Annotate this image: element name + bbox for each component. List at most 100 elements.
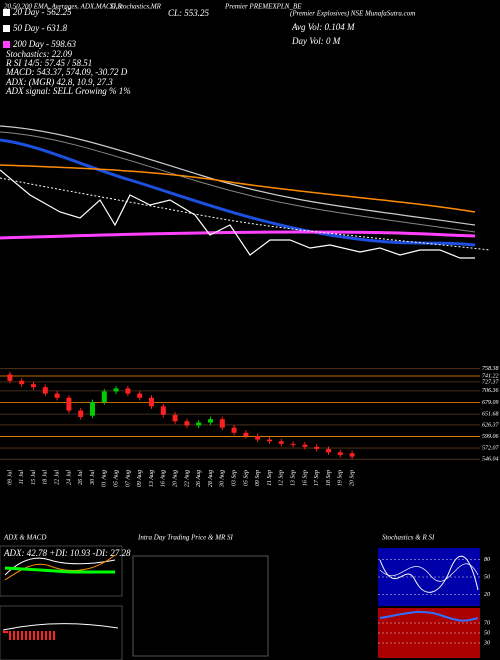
y-tick-label: 706.36 (482, 388, 499, 394)
candle-body (184, 421, 190, 426)
avg-vol: Avg Vol: 0.104 M (291, 22, 355, 32)
legend-swatch (3, 41, 10, 48)
adx-title: ADX & MACD (3, 534, 46, 542)
y-tick-label: 546.04 (482, 456, 499, 463)
candle-body (19, 380, 25, 385)
x-tick-label: 15 Jul (31, 470, 37, 485)
x-tick-label: 13 Aug (149, 470, 155, 487)
candle-body (302, 444, 308, 447)
candle-body (196, 422, 202, 426)
x-tick-label: 03 Sep (231, 470, 237, 486)
y-tick-label: 758.38 (482, 366, 499, 372)
candle-body (78, 410, 84, 417)
candle-body (219, 419, 225, 428)
legend-adx-signal: ADX signal: SELL Growing % 1% (5, 86, 131, 96)
x-tick-label: 05 Sep (243, 470, 249, 486)
candle-body (326, 448, 331, 453)
candle-body (42, 387, 48, 394)
y-tick-label: 70 (484, 620, 490, 626)
legend-macd: MACD: 543.37, 574.09, -30.72 D (5, 67, 128, 77)
intraday-panel (132, 555, 269, 657)
x-tick-label: 11 Sep (267, 470, 273, 486)
candle-body (160, 406, 166, 415)
x-tick-label: 18 Sep (326, 470, 332, 486)
legend-stochastics: Stochastics: 22.09 (6, 49, 72, 59)
stoch-title: Stochastics & R SI (382, 534, 435, 542)
x-tick-label: 07 Aug (125, 470, 131, 487)
legend-ema50: 50 Day - 631.8 (13, 23, 67, 33)
candle-body (172, 414, 178, 422)
candle-body (54, 393, 60, 398)
x-tick-label: 01 Aug (102, 470, 108, 487)
intraday-title: Intra Day Trading Price & MR SI (137, 534, 234, 542)
y-tick-label: 741.22 (482, 372, 499, 379)
header-site: (Premier Explosives) NSE MunafaSutra.com (290, 10, 415, 18)
legend-swatch (3, 9, 10, 16)
ema-line (0, 164, 476, 213)
candle-body (149, 397, 154, 407)
candle-body (337, 452, 343, 455)
header-indicators: 20,50,200 EMA, Averages, ADX,MACD,R (4, 3, 122, 11)
x-tick-label: 30 Jul (90, 470, 96, 486)
ema-line (0, 131, 476, 233)
x-tick-label: 17 Sep (314, 470, 320, 486)
adx-line (4, 554, 116, 581)
ema-line (0, 230, 476, 240)
adx-line (4, 557, 116, 576)
y-tick-label: 50 (484, 574, 490, 580)
adx-values: ADX: 42.78 +DI: 10.93 -DI: 27.28 (3, 548, 131, 558)
candle-body (90, 402, 95, 416)
x-tick-label: 18 Jul (43, 470, 49, 485)
y-tick-label: 80 (484, 557, 490, 563)
header-oscillators: SI,Stochastics,MR (110, 3, 162, 11)
stoch-line (379, 555, 479, 593)
candle-body (349, 453, 355, 457)
candle-body (101, 391, 107, 403)
x-tick-label: 11 Jul (19, 470, 25, 485)
candle-body (267, 439, 272, 442)
x-tick-label: 22 Aug (184, 470, 190, 487)
legend-adx: ADX: (MGR) 42.8, 10.9, 27.3 (5, 77, 113, 87)
candle-body (66, 397, 72, 411)
ema-line (0, 125, 476, 226)
x-tick-label: 09 Aug (137, 470, 143, 487)
macd-panel (0, 605, 123, 660)
x-tick-label: 16 Aug (161, 470, 167, 487)
candle-body (314, 446, 320, 449)
y-tick-label: 572.07 (482, 445, 500, 451)
macd-line (2, 623, 119, 631)
stoch-line (379, 563, 479, 582)
x-tick-label: 09 Jul (7, 470, 13, 485)
candle-body (7, 374, 13, 381)
y-tick-label: 599.06 (482, 434, 499, 440)
x-tick-label: 05 Aug (113, 470, 119, 487)
header-symbol: Premier PREMEXPLN_BE (224, 3, 302, 11)
candle-body (125, 388, 131, 394)
candle-body (290, 443, 296, 445)
x-tick-label: 20 Aug (172, 470, 178, 487)
price-line (0, 169, 475, 259)
y-tick-label: 679.09 (482, 400, 499, 406)
x-tick-label: 26 Jul (78, 470, 84, 485)
candle-body (31, 384, 36, 388)
candle-body (208, 419, 213, 423)
candle-body (278, 441, 284, 444)
x-tick-label: 24 Jul (65, 470, 72, 485)
header-close: CL: 553.25 (168, 8, 210, 18)
adx-line (4, 566, 115, 574)
candle-body (255, 436, 261, 440)
x-tick-label: 22 Jul (54, 470, 60, 485)
x-tick-label: 13 Sep (290, 470, 296, 486)
ema-line (0, 138, 476, 247)
x-tick-label: 16 Sep (302, 470, 308, 486)
x-tick-label: 19 Sep (338, 470, 344, 486)
y-tick-label: 626.37 (482, 422, 500, 428)
y-tick-label: 50 (484, 630, 490, 636)
macd-histogram (3, 631, 55, 640)
legend-rsi: R SI 14/5: 57.45 / 58.51 (5, 58, 92, 68)
y-tick-label: 727.37 (482, 379, 500, 385)
day-vol: Day Vol: 0 M (291, 36, 341, 46)
x-tick-label: 28 Aug (208, 470, 214, 487)
